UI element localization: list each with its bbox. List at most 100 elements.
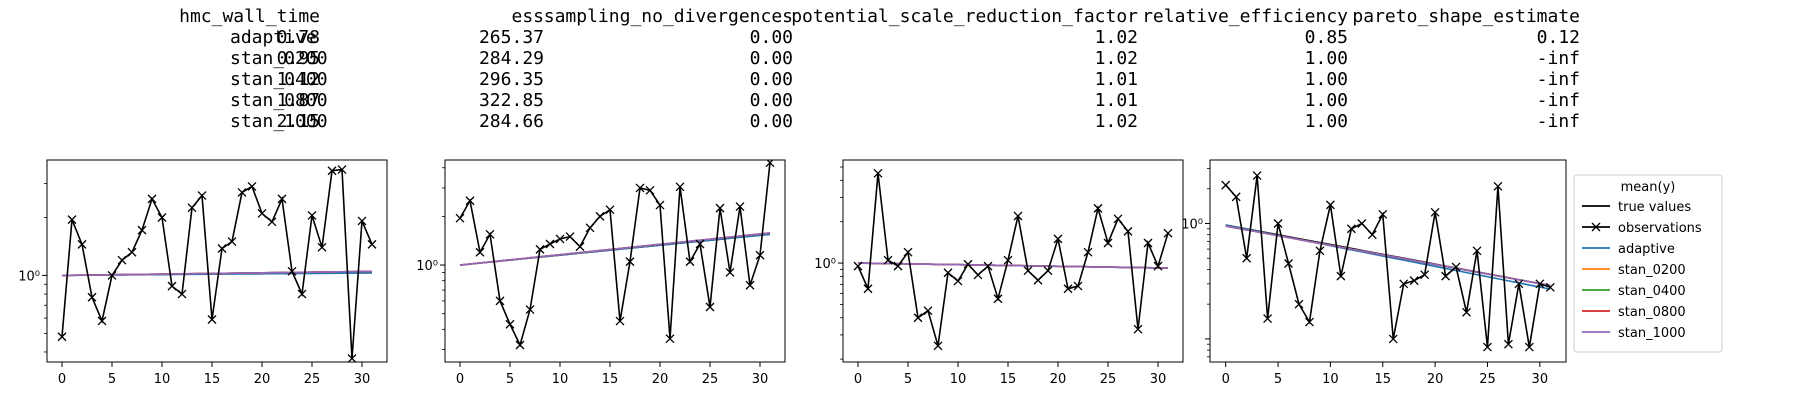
observation-marker — [277, 194, 287, 204]
observation-marker — [745, 280, 755, 290]
x-tick-label: 15 — [1000, 372, 1017, 387]
table-column-header: hmc_wall_time — [179, 6, 320, 27]
observation-marker — [893, 261, 903, 271]
legend-box — [1573, 174, 1723, 353]
legend-entry-adaptive: adaptive — [1582, 242, 1675, 257]
observation-marker — [297, 289, 307, 299]
plot-frame — [46, 159, 388, 363]
observation-marker — [1284, 259, 1293, 268]
observation-marker — [1472, 246, 1482, 256]
table-cell: 1.02 — [1095, 111, 1138, 132]
legend-label: true values — [1618, 200, 1691, 215]
observation-marker — [337, 165, 347, 175]
x-tick-label: 20 — [1427, 372, 1444, 387]
table-cell: 1.00 — [1305, 90, 1348, 111]
observation-marker — [257, 208, 267, 218]
chart-panel-4: 0 5 10 15 20 25 30 10⁰ — [1181, 159, 1567, 387]
observation-marker — [1535, 279, 1545, 289]
chart-panel-1: 0 5 10 15 20 25 30 10⁰ — [18, 159, 388, 387]
table-column-header: potential_scale_reduction_factor — [791, 6, 1138, 27]
observation-marker — [765, 160, 775, 168]
x-tick-label: 0 — [58, 372, 66, 387]
series-line-stan-1000 — [1225, 225, 1551, 287]
observation-marker — [1153, 261, 1163, 271]
observation-marker — [735, 202, 745, 212]
table-cell: 1.02 — [1095, 48, 1138, 69]
observation-marker — [1023, 266, 1033, 276]
table-cell: 284.66 — [479, 111, 544, 132]
table-cell: 0.95 — [277, 48, 320, 69]
observation-marker — [1503, 339, 1513, 349]
observation-marker — [1305, 317, 1314, 327]
legend-label: stan_0800 — [1618, 305, 1686, 320]
table-column-header: relative_efficiency — [1142, 6, 1348, 27]
table-column-header: sampling_no_divergences — [544, 6, 793, 27]
observation-marker — [307, 210, 317, 220]
x-tick-label: 0 — [854, 372, 862, 387]
y-tick-label: 10⁰ — [18, 269, 40, 284]
legend-label: observations — [1618, 221, 1702, 236]
observation-marker — [903, 247, 913, 257]
observation-marker — [357, 216, 367, 226]
x-tick-label: 10 — [1322, 372, 1339, 387]
legend-label: adaptive — [1618, 242, 1675, 257]
observation-marker — [1420, 270, 1430, 280]
observations-line — [857, 173, 1169, 347]
observation-marker — [1273, 219, 1283, 228]
observation-marker — [715, 203, 725, 213]
observation-marker — [1545, 282, 1555, 292]
x-tick-label: 20 — [254, 372, 271, 387]
observation-marker — [1123, 226, 1133, 236]
observation-marker — [963, 259, 973, 269]
observation-marker — [455, 213, 465, 223]
x-tick-label: 25 — [1100, 372, 1117, 387]
observation-marker — [655, 200, 665, 210]
observation-marker — [625, 257, 635, 267]
y-tick-label: 10⁰ — [416, 259, 438, 274]
observations-line — [459, 162, 771, 348]
observation-marker — [1514, 279, 1524, 289]
observation-marker — [973, 270, 983, 280]
observation-marker — [515, 340, 525, 350]
table-cell: 2.15 — [277, 111, 320, 132]
observation-marker — [595, 211, 605, 221]
observation-marker — [705, 302, 715, 312]
observation-marker — [1294, 299, 1304, 309]
plot-frame — [444, 159, 786, 363]
observation-marker — [117, 255, 127, 265]
table-cell: 1.00 — [1305, 111, 1348, 132]
x-tick-label: 5 — [1274, 372, 1282, 387]
observation-marker — [1263, 314, 1273, 324]
observation-marker — [1252, 171, 1262, 181]
x-tick-label: 30 — [1150, 372, 1167, 387]
table-cell: 0.00 — [750, 48, 793, 69]
observation-marker — [1378, 209, 1388, 219]
x-tick-label: 30 — [1532, 372, 1549, 387]
observation-marker — [217, 244, 227, 253]
series-line-stan-1000 — [459, 232, 771, 266]
legend-entry-stan-0200: stan_0200 — [1582, 263, 1686, 278]
observation-marker — [1367, 230, 1377, 240]
observation-marker — [1399, 279, 1409, 289]
x-tick-label: 5 — [108, 372, 116, 387]
observation-marker — [1083, 247, 1093, 257]
x-tick-label: 15 — [204, 372, 221, 387]
series-line-stan-1000 — [61, 270, 373, 277]
x-tick-label: 30 — [752, 372, 769, 387]
observation-marker — [1053, 234, 1063, 244]
observation-marker — [87, 292, 97, 302]
observation-marker — [1143, 238, 1153, 248]
observation-marker — [575, 242, 585, 252]
observation-marker — [555, 234, 565, 244]
observation-marker — [1462, 307, 1471, 317]
legend-entry-true-values: true values — [1582, 200, 1691, 215]
observation-marker — [1133, 324, 1143, 334]
observation-marker — [635, 183, 645, 193]
table-cell: 1.87 — [277, 90, 320, 111]
observation-marker — [1451, 262, 1461, 272]
observation-marker — [1103, 238, 1113, 248]
x-tick-label: 20 — [1050, 372, 1067, 387]
observation-marker — [863, 284, 873, 294]
